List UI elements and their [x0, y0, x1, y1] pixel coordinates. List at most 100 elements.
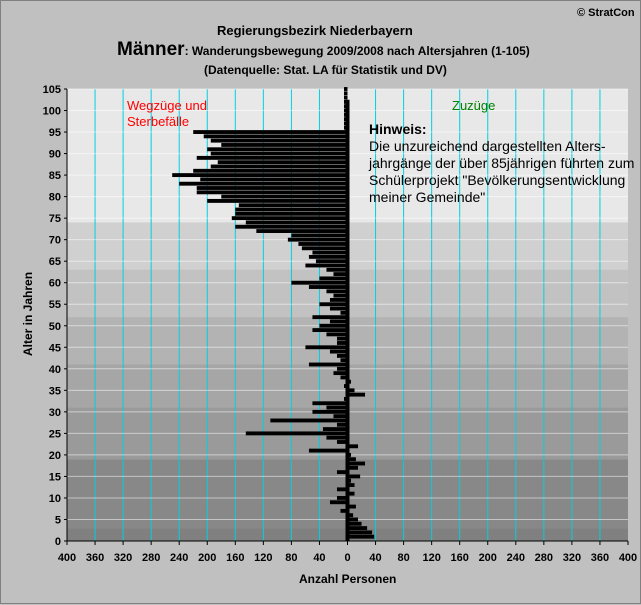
bar-age-23 [336, 440, 348, 444]
bar-age-72 [256, 229, 348, 233]
bar-age-56 [329, 297, 348, 302]
bar-age-94 [203, 134, 348, 139]
bar-age-41 [308, 362, 348, 367]
x-tick-label: 280 [142, 552, 160, 564]
bar-age-13 [347, 483, 355, 487]
y-tick-label: 75 [49, 213, 61, 225]
bar-age-9 [329, 500, 348, 505]
x-tick-label: 240 [507, 552, 525, 564]
bar-age-64 [305, 263, 348, 268]
bar-age-32 [312, 401, 348, 406]
bar-age-105 [343, 87, 348, 91]
bar-age-103 [343, 95, 348, 100]
source-note: (Datenquelle: Stat. LA für Statistik und… [204, 63, 447, 77]
y-tick-label: 70 [49, 235, 61, 247]
x-tick-label: 40 [313, 552, 325, 564]
note-line: Die unzureichend dargestellten Alters- [369, 138, 606, 154]
bar-age-74 [245, 220, 348, 225]
x-tick-label: 280 [535, 552, 553, 564]
bar-age-58 [326, 289, 348, 294]
bar-age-35 [347, 388, 355, 393]
x-tick-label: 400 [58, 552, 76, 564]
chart-title: Männer: Wanderungsbewegung 2009/2008 nac… [117, 39, 530, 61]
bar-age-12 [336, 487, 348, 492]
y-tick-label: 20 [49, 450, 61, 462]
bar-age-66 [308, 254, 348, 259]
x-tick-label: 360 [591, 552, 609, 564]
bar-age-11 [347, 491, 355, 496]
region-title: Regierungsbezirk Niederbayern [217, 23, 413, 38]
bar-age-45 [305, 345, 348, 350]
bar-age-29 [333, 414, 348, 419]
bar-age-40 [336, 366, 348, 371]
bar-age-8 [347, 504, 356, 509]
y-tick-label: 60 [49, 278, 61, 290]
x-tick-label: 80 [397, 552, 409, 564]
x-tick-label: 160 [226, 552, 244, 564]
y-tick-label: 80 [49, 192, 61, 204]
bar-age-27 [336, 422, 348, 427]
y-tick-label: 105 [43, 84, 61, 96]
y-tick-label: 50 [49, 321, 61, 333]
bar-age-104 [343, 91, 348, 96]
bar-age-38 [340, 375, 348, 380]
bar-age-65 [315, 259, 348, 264]
note-title: Hinweis: [369, 121, 427, 137]
bar-age-50 [319, 323, 348, 328]
bar-age-57 [333, 293, 348, 298]
bar-age-68 [301, 246, 348, 251]
bar-age-4 [347, 521, 362, 526]
y-tick-label: 65 [49, 256, 61, 268]
y-tick-label: 10 [49, 493, 61, 505]
y-tick-label: 100 [43, 106, 61, 118]
bar-age-53 [340, 310, 348, 315]
x-tick-label: 160 [451, 552, 469, 564]
bar-age-24 [326, 435, 348, 440]
bar-age-21 [308, 448, 348, 453]
bar-series [172, 87, 375, 539]
bar-age-83 [179, 181, 348, 186]
bar-age-67 [312, 250, 348, 255]
note-line: meiner Gemeinde" [369, 189, 486, 205]
bar-age-5 [347, 517, 359, 522]
bar-age-49 [312, 328, 348, 333]
x-axis-title: Anzahl Personen [299, 572, 397, 586]
bar-age-60 [291, 280, 348, 285]
x-tick-label: 120 [254, 552, 272, 564]
bar-age-95 [193, 130, 348, 134]
bar-age-3 [347, 526, 368, 531]
vertical-gridlines [94, 89, 601, 541]
bar-age-85 [172, 173, 348, 178]
bar-age-91 [207, 147, 348, 152]
bar-age-2 [347, 530, 373, 535]
y-tick-label: 5 [55, 514, 61, 526]
y-tick-label: 85 [49, 170, 61, 182]
bar-age-88 [217, 160, 348, 165]
copyright-label: © StratCon [577, 7, 635, 19]
bar-age-44 [329, 349, 348, 354]
bar-age-25 [245, 431, 348, 436]
bar-age-43 [336, 353, 348, 358]
y-tick-label: 95 [49, 127, 61, 139]
bar-age-78 [238, 203, 348, 208]
bar-age-63 [326, 267, 348, 272]
y-tick-label: 0 [55, 536, 61, 548]
bar-age-81 [196, 190, 348, 195]
bar-age-82 [196, 186, 348, 190]
bar-age-76 [235, 211, 348, 216]
bar-age-34 [347, 392, 366, 397]
wegzuege-label-line1: Wegzüge und [127, 98, 207, 113]
bar-age-55 [319, 302, 348, 307]
bar-age-75 [231, 216, 348, 221]
bar-age-17 [347, 465, 359, 470]
x-tick-label: 120 [422, 552, 440, 564]
y-tick-label: 25 [49, 428, 61, 440]
title-suffix: : Wanderungsbewegung 2009/2008 nach Alte… [184, 44, 530, 58]
x-tick-label: 0 [344, 552, 350, 564]
x-tick-label: 400 [619, 552, 637, 564]
bar-age-15 [347, 474, 361, 479]
bar-age-28 [270, 418, 348, 423]
bar-age-48 [326, 332, 348, 337]
y-tick-label: 40 [49, 364, 61, 376]
bar-age-47 [336, 336, 348, 341]
